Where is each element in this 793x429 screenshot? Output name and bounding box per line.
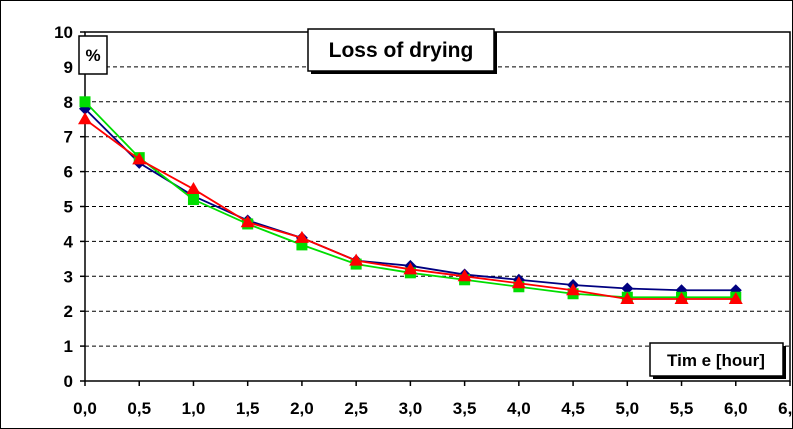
x-tick-label: 3,5	[453, 399, 477, 418]
y-tick-label: 9	[64, 58, 73, 77]
y-tick-label: 10	[54, 23, 73, 42]
y-tick-label: 8	[64, 93, 73, 112]
data-point	[132, 152, 147, 165]
series-triangle	[78, 112, 743, 304]
x-axis-label-box: Tim e [hour]	[649, 342, 786, 379]
data-point	[566, 283, 581, 296]
y-axis-ticks: 0 1 2 3 4 5 6 7 8 9 10	[54, 23, 85, 391]
data-point	[349, 253, 364, 266]
grid-layer	[85, 66, 790, 347]
x-tick-label: 0,5	[127, 399, 151, 418]
x-tick-label: 1,5	[236, 399, 260, 418]
y-tick-label: 6	[64, 163, 73, 182]
data-point	[296, 239, 308, 251]
data-point	[186, 182, 201, 195]
x-tick-label: 6,5	[778, 399, 793, 418]
x-tick-label: 1,0	[182, 399, 206, 418]
x-axis-label: Tim e [hour]	[667, 351, 765, 370]
chart-title-box: Loss of drying	[307, 28, 497, 74]
x-tick-label: 2,0	[290, 399, 314, 418]
y-tick-label: 1	[64, 337, 73, 356]
x-tick-label: 2,5	[344, 399, 368, 418]
x-tick-label: 4,5	[561, 399, 585, 418]
x-axis-ticks: 0,0 0,5 1,0 1,5 2,0 2,5 3,0 3,5 4,0 4,5 5,0 5,5 6,0 6…	[73, 381, 793, 418]
x-tick-label: 5,0	[615, 399, 639, 418]
y-tick-label: 2	[64, 302, 73, 321]
x-tick-label: 3,0	[399, 399, 423, 418]
y-axis-label: %	[85, 46, 100, 65]
data-point	[621, 282, 634, 295]
data-point	[79, 96, 91, 108]
y-tick-label: 0	[64, 372, 73, 391]
data-point	[728, 291, 743, 304]
x-tick-label: 5,5	[670, 399, 694, 418]
chart-title: Loss of drying	[329, 39, 474, 62]
y-axis-label-box: %	[78, 35, 108, 75]
data-point	[674, 291, 689, 304]
data-point	[403, 262, 418, 275]
data-point	[78, 112, 92, 125]
data-point	[294, 230, 309, 243]
x-tick-label: 6,0	[724, 399, 748, 418]
x-tick-label: 0,0	[73, 399, 97, 418]
y-tick-label: 7	[64, 128, 73, 147]
series-layer	[78, 96, 743, 304]
x-tick-label: 4,0	[507, 399, 531, 418]
y-tick-label: 3	[64, 267, 73, 286]
data-point	[511, 276, 526, 289]
data-point	[240, 215, 255, 228]
y-tick-label: 4	[64, 232, 74, 251]
y-tick-label: 5	[64, 198, 73, 217]
data-point	[620, 291, 635, 304]
data-point	[457, 269, 472, 282]
data-point	[187, 194, 199, 206]
